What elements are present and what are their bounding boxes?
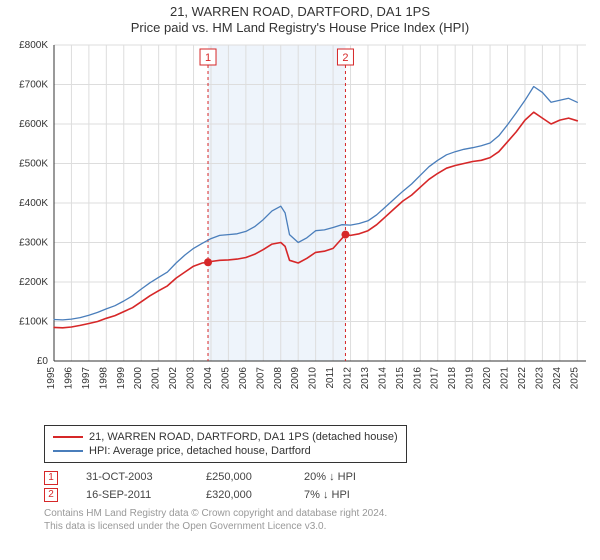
footer-line2: This data is licensed under the Open Gov… (44, 521, 584, 534)
svg-text:2011: 2011 (325, 366, 336, 388)
svg-text:1: 1 (205, 52, 211, 64)
svg-text:2025: 2025 (569, 366, 580, 389)
legend-box: 21, WARREN ROAD, DARTFORD, DA1 1PS (deta… (44, 425, 407, 464)
svg-text:2023: 2023 (534, 366, 545, 389)
svg-text:2017: 2017 (430, 366, 441, 389)
svg-text:2019: 2019 (465, 366, 476, 389)
svg-text:2000: 2000 (133, 366, 144, 389)
svg-text:£0: £0 (37, 356, 49, 367)
svg-text:2005: 2005 (220, 366, 231, 389)
svg-text:2021: 2021 (500, 366, 511, 389)
svg-text:2022: 2022 (517, 366, 528, 389)
chart-title-line2: Price paid vs. HM Land Registry's House … (8, 20, 592, 36)
sale-price: £250,000 (206, 469, 276, 487)
svg-text:£700K: £700K (19, 79, 48, 90)
hpi-delta: 20% ↓ HPI (304, 469, 390, 487)
svg-text:2009: 2009 (290, 366, 301, 389)
sale-date: 16-SEP-2011 (86, 487, 178, 505)
svg-text:2008: 2008 (273, 366, 284, 389)
svg-text:2004: 2004 (203, 366, 214, 389)
sale-marker-row: 1 31-OCT-2003 £250,000 20% ↓ HPI (44, 469, 584, 487)
svg-text:£500K: £500K (19, 158, 48, 169)
svg-text:£100K: £100K (19, 316, 48, 327)
sale-date: 31-OCT-2003 (86, 469, 178, 487)
svg-text:1996: 1996 (63, 366, 74, 389)
legend-swatch (53, 450, 83, 452)
svg-text:1999: 1999 (116, 366, 127, 389)
svg-text:£400K: £400K (19, 198, 48, 209)
svg-text:1998: 1998 (98, 366, 109, 389)
svg-text:1997: 1997 (81, 366, 92, 389)
marker-badge: 2 (44, 488, 58, 502)
svg-text:1995: 1995 (46, 366, 57, 389)
legend-row: HPI: Average price, detached house, Dart… (53, 444, 398, 458)
sale-markers-table: 1 31-OCT-2003 £250,000 20% ↓ HPI 2 16-SEP-201… (44, 469, 584, 504)
svg-text:2018: 2018 (447, 366, 458, 389)
svg-text:2: 2 (342, 52, 348, 64)
sale-price: £320,000 (206, 487, 276, 505)
svg-text:2003: 2003 (186, 366, 197, 389)
legend-swatch (53, 436, 83, 438)
svg-text:£300K: £300K (19, 237, 48, 248)
chart-area: £0 £100K £200K £300K £400K £500K £600K £700K £80… (8, 41, 592, 421)
svg-text:2016: 2016 (412, 366, 423, 389)
sale-marker-row: 2 16-SEP-2011 £320,000 7% ↓ HPI (44, 487, 584, 505)
footer-attribution: Contains HM Land Registry data © Crown c… (44, 508, 584, 533)
svg-text:£200K: £200K (19, 277, 48, 288)
svg-text:2002: 2002 (168, 366, 179, 389)
svg-text:2013: 2013 (360, 366, 371, 389)
svg-text:2001: 2001 (151, 366, 162, 389)
svg-text:2014: 2014 (377, 366, 388, 389)
hpi-delta: 7% ↓ HPI (304, 487, 390, 505)
chart-svg: £0 £100K £200K £300K £400K £500K £600K £700K £80… (8, 41, 592, 421)
svg-text:2024: 2024 (552, 366, 563, 389)
svg-text:2006: 2006 (238, 366, 249, 389)
svg-text:2020: 2020 (482, 366, 493, 389)
svg-text:2007: 2007 (255, 366, 266, 389)
legend-row: 21, WARREN ROAD, DARTFORD, DA1 1PS (deta… (53, 430, 398, 444)
svg-text:2015: 2015 (395, 366, 406, 389)
marker-badge: 1 (44, 471, 58, 485)
chart-title-block: 21, WARREN ROAD, DARTFORD, DA1 1PS Price… (8, 4, 592, 37)
svg-text:£600K: £600K (19, 119, 48, 130)
legend-label: HPI: Average price, detached house, Dart… (89, 444, 311, 458)
chart-title-line1: 21, WARREN ROAD, DARTFORD, DA1 1PS (8, 4, 592, 20)
svg-text:2010: 2010 (308, 366, 319, 389)
svg-text:£800K: £800K (19, 41, 48, 51)
svg-text:2012: 2012 (343, 366, 354, 389)
legend-label: 21, WARREN ROAD, DARTFORD, DA1 1PS (deta… (89, 430, 398, 444)
footer-line1: Contains HM Land Registry data © Crown c… (44, 508, 584, 521)
